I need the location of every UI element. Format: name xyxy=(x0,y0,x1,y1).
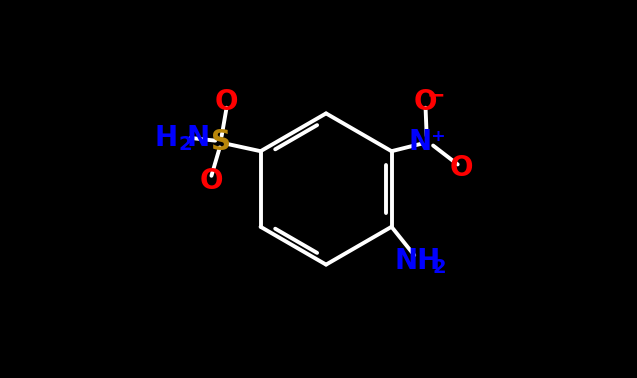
Text: O: O xyxy=(414,88,438,116)
Text: −: − xyxy=(427,85,445,105)
Text: S: S xyxy=(211,128,231,156)
Text: H: H xyxy=(154,124,178,152)
Text: O: O xyxy=(199,167,223,195)
Text: 2: 2 xyxy=(433,258,446,277)
Text: O: O xyxy=(450,154,473,182)
Text: O: O xyxy=(215,88,238,116)
Text: N⁺: N⁺ xyxy=(408,128,447,156)
Text: 2: 2 xyxy=(178,135,192,154)
Text: N: N xyxy=(187,124,210,152)
Text: NH: NH xyxy=(395,247,441,275)
